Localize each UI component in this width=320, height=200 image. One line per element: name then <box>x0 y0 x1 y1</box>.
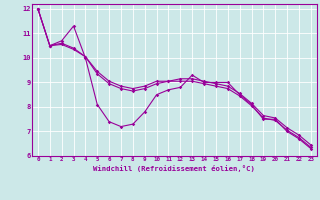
X-axis label: Windchill (Refroidissement éolien,°C): Windchill (Refroidissement éolien,°C) <box>93 165 255 172</box>
